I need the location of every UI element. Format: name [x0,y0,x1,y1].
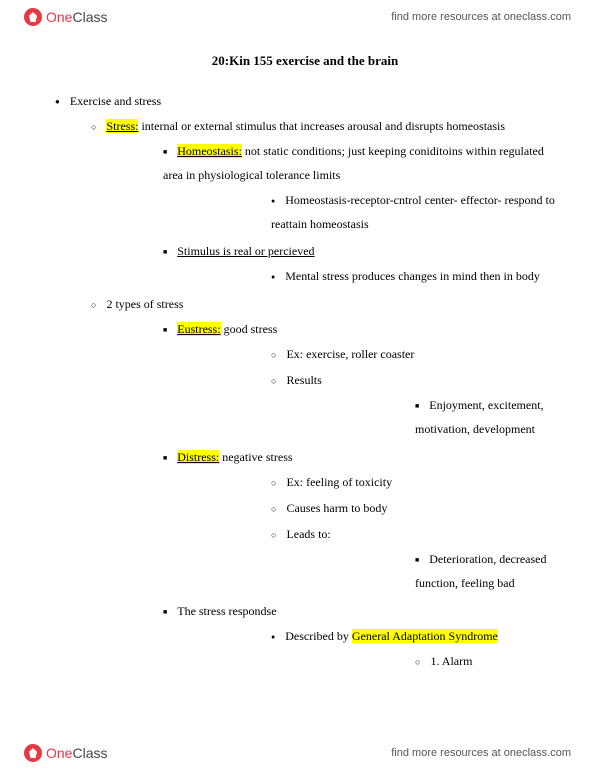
document-content: 20:Kin 155 exercise and the brain Exerci… [55,48,555,722]
homeostasis-label: Homeostasis: [177,144,242,158]
header-bar: OneClass find more resources at oneclass… [0,0,595,34]
brand-logo[interactable]: OneClass [24,8,107,26]
text: Ex: feeling of toxicity [286,475,392,489]
text: Exercise and stress [70,94,161,108]
item-causes-harm: Causes harm to body [271,495,555,521]
item-stress: Stress: internal or external stimulus th… [91,113,555,291]
text: Stimulus is real or percieved [177,244,314,258]
text: Homeostasis-receptor-cntrol center- effe… [271,193,555,231]
brand-text: OneClass [46,745,107,761]
item-eustress: Eustress: good stress Ex: exercise, roll… [163,316,555,444]
item-stimulus: Stimulus is real or percieved Mental str… [163,238,555,290]
stress-def: internal or external stimulus that incre… [138,119,505,133]
gas-label: General Adaptation Syndrome [352,629,498,643]
brand-class: Class [72,745,107,761]
text: Results [286,373,321,387]
text: Enjoyment, excitement, motivation, devel… [415,398,544,436]
item-results-list: Enjoyment, excitement, motivation, devel… [415,392,555,442]
text: Mental stress produces changes in mind t… [285,269,540,283]
brand-class: Class [72,9,107,25]
text: 1. Alarm [430,654,472,668]
item-distress: Distress: negative stress Ex: feeling of… [163,444,555,598]
item-homeostasis-chain: Homeostasis-receptor-cntrol center- effe… [271,187,555,237]
maple-icon [24,8,42,26]
item-homeostasis: Homeostasis: not static conditions; just… [163,138,555,238]
item-mental-stress: Mental stress produces changes in mind t… [271,263,555,289]
maple-icon [24,744,42,762]
item-leads-list: Deterioration, decreased function, feeli… [415,546,555,596]
item-two-types: 2 types of stress Eustress: good stress … [91,291,555,677]
item-distress-ex: Ex: feeling of toxicity [271,469,555,495]
item-stress-response: The stress respondse Described by Genera… [163,598,555,676]
item-exercise-stress: Exercise and stress Stress: internal or … [55,88,555,678]
brand-text: OneClass [46,9,107,25]
distress-def: negative stress [219,450,292,464]
page-title: 20:Kin 155 exercise and the brain [55,48,555,74]
text: The stress respondse [177,604,276,618]
brand-logo-footer[interactable]: OneClass [24,744,107,762]
item-alarm: 1. Alarm [415,648,555,674]
stress-label: Stress: [106,119,138,133]
brand-one: One [46,745,72,761]
eustress-def: good stress [221,322,278,336]
text: Described by [285,629,352,643]
distress-label: Distress: [177,450,219,464]
item-leads-to: Leads to: Deterioration, decreased funct… [271,521,555,597]
text: Causes harm to body [286,501,387,515]
eustress-label: Eustress: [177,322,220,336]
brand-one: One [46,9,72,25]
footer-bar: OneClass find more resources at oneclass… [0,736,595,770]
resources-link-top[interactable]: find more resources at oneclass.com [391,11,571,23]
item-described-by: Described by General Adaptation Syndrome… [271,623,555,675]
text: Deterioration, decreased function, feeli… [415,552,547,590]
item-eustress-ex: Ex: exercise, roller coaster [271,341,555,367]
text: Leads to: [286,527,330,541]
resources-link-bottom[interactable]: find more resources at oneclass.com [391,747,571,759]
text: Ex: exercise, roller coaster [286,347,414,361]
text: 2 types of stress [106,297,183,311]
item-results: Results Enjoyment, excitement, motivatio… [271,367,555,443]
